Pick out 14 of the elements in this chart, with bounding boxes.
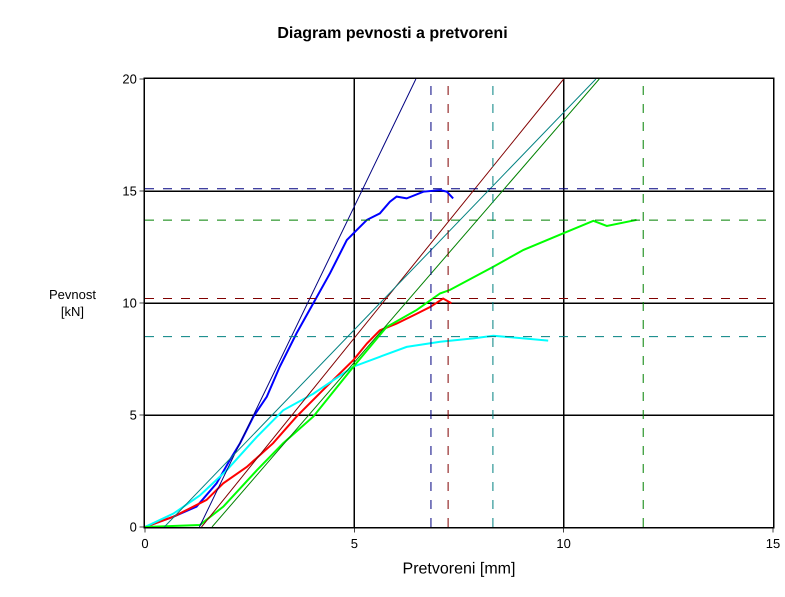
y-tick-label: 0 [130,520,137,535]
line-series [145,218,638,527]
x-axis-title: Pretvoreni [mm] [402,560,516,578]
x-tick-label: 15 [766,536,780,552]
y-tick-label: 20 [122,72,137,87]
x-tick-label: 10 [556,536,571,552]
line-series [145,334,550,527]
y-axis-title: Pevnost [kN] [49,287,96,319]
x-tick-label: 5 [350,536,358,552]
x-tick-label: 0 [141,536,149,552]
y-tick-label: 15 [122,184,137,199]
y-tick-label: 10 [122,296,137,311]
chart-title: Diagram pevnosti a pretvoreni [277,25,508,42]
y-tick-label: 5 [130,408,137,423]
